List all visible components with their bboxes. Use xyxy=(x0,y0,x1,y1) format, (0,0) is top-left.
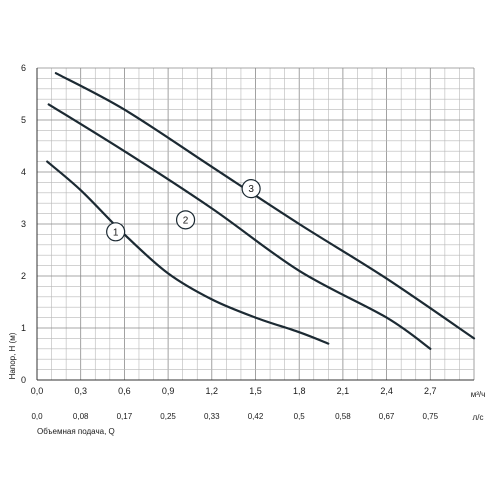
x-tick-label-secondary: 0,42 xyxy=(248,412,264,421)
x-tick-label-secondary: 0,17 xyxy=(117,412,133,421)
x-axis-unit-label: м³/ч xyxy=(471,390,486,399)
series-label-circle-1 xyxy=(106,222,126,242)
x-tick-label: 2,1 xyxy=(337,386,350,396)
x-tick-label: 1,2 xyxy=(206,386,219,396)
x-tick-label: 0,9 xyxy=(162,386,175,396)
series-label-1: 1 xyxy=(113,227,119,238)
x-tick-label-secondary: 0,0 xyxy=(31,412,43,421)
tick-labels: 0,0 0,3 0,6 0,9 1,2 1,5 1,8 2,1 2,4 2,7 0,0 0,08 0,1… xyxy=(21,63,439,421)
series-label-3: 3 xyxy=(248,184,254,195)
x-tick-label-secondary: 0,75 xyxy=(423,412,439,421)
x-axis-secondary-unit-label: л/с xyxy=(473,413,484,422)
y-tick-label: 1 xyxy=(21,323,26,333)
series-label-circle-2 xyxy=(175,210,196,230)
y-axis-label: Напор, H (м) xyxy=(8,332,17,379)
x-tick-label-secondary: 0,25 xyxy=(160,412,176,421)
series-curve-3 xyxy=(54,72,476,340)
x-tick-label: 1,8 xyxy=(293,386,306,396)
x-tick-label-secondary: 0,5 xyxy=(294,412,306,421)
x-tick-label: 0,0 xyxy=(31,386,44,396)
axes xyxy=(36,68,474,381)
series-label-circle-3 xyxy=(241,179,261,199)
y-tick-label: 5 xyxy=(21,115,26,125)
x-tick-label: 2,4 xyxy=(380,386,393,396)
series-labels: 1 2 3 xyxy=(106,179,261,242)
y-tick-label: 3 xyxy=(21,219,26,229)
x-tick-label: 0,3 xyxy=(74,386,87,396)
series-curve-1 xyxy=(46,160,330,345)
x-tick-label-secondary: 0,67 xyxy=(379,412,395,421)
x-tick-label-secondary: 0,33 xyxy=(204,412,220,421)
grid xyxy=(36,67,475,381)
series-lines xyxy=(46,72,476,350)
x-tick-label: 2,7 xyxy=(424,386,437,396)
series-label-2: 2 xyxy=(183,215,189,226)
y-tick-label: 0 xyxy=(21,375,26,385)
x-axis-secondary-title: Объемная подача, Q xyxy=(37,427,115,436)
x-tick-label-secondary: 0,58 xyxy=(335,412,351,421)
x-tick-label-secondary: 0,08 xyxy=(73,412,89,421)
y-tick-label: 4 xyxy=(21,167,26,177)
y-tick-label: 2 xyxy=(21,271,26,281)
series-curve-2 xyxy=(47,103,432,350)
x-tick-label: 0,6 xyxy=(118,386,131,396)
x-tick-label: 1,5 xyxy=(249,386,262,396)
y-tick-label: 6 xyxy=(21,63,26,73)
